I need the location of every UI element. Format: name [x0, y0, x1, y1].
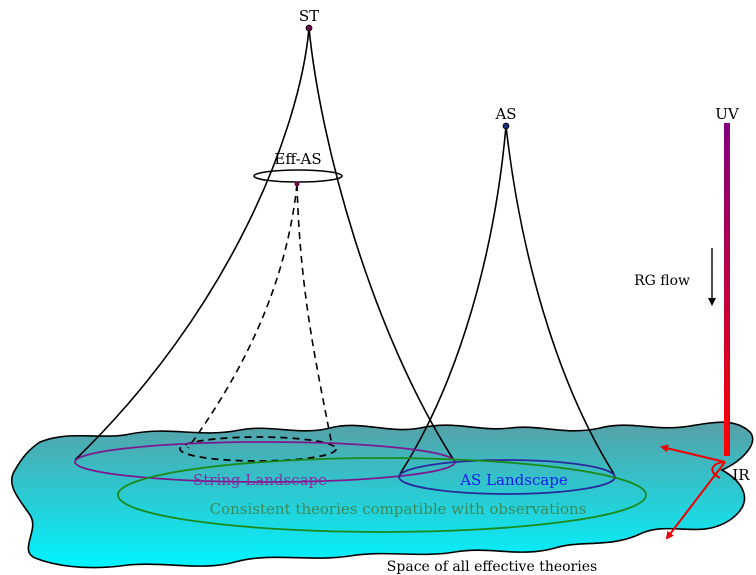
- st-cone-left: [74, 27, 310, 461]
- string-landscape-label: String Landscape: [193, 471, 327, 489]
- eff-as-cone-left: [187, 183, 298, 449]
- eff-as-base-ellipse: [179, 436, 337, 462]
- st-label: ST: [299, 7, 319, 25]
- eff-as-cone-right: [296, 183, 333, 447]
- st-apex-dot: [305, 24, 313, 32]
- landscape-blob: [10, 421, 754, 569]
- ir-arrow-right-curve: [711, 461, 726, 479]
- uv-label: UV: [715, 105, 740, 123]
- space-of-theories-label: Space of all effective theories: [387, 559, 597, 575]
- eff-as-ellipse: [253, 169, 343, 183]
- consistent-theories-ellipse: [117, 457, 647, 533]
- consistent-theories-label: Consistent theories compatible with obse…: [210, 500, 587, 518]
- ir-label: IR: [732, 466, 750, 484]
- as-label: AS: [494, 105, 516, 123]
- as-apex-dot: [502, 122, 510, 130]
- as-cone-left: [399, 125, 507, 475]
- rg-flow-label: RG flow: [634, 273, 690, 289]
- as-landscape-label: AS Landscape: [459, 471, 568, 489]
- st-cone-right: [308, 27, 456, 463]
- uv-ir-bar: [724, 123, 730, 456]
- ir-arrow-up-left: [660, 444, 726, 463]
- eff-as-label: Eff-AS: [274, 150, 321, 168]
- as-cone-right: [505, 125, 615, 475]
- eff-as-apex-dot: [294, 181, 300, 187]
